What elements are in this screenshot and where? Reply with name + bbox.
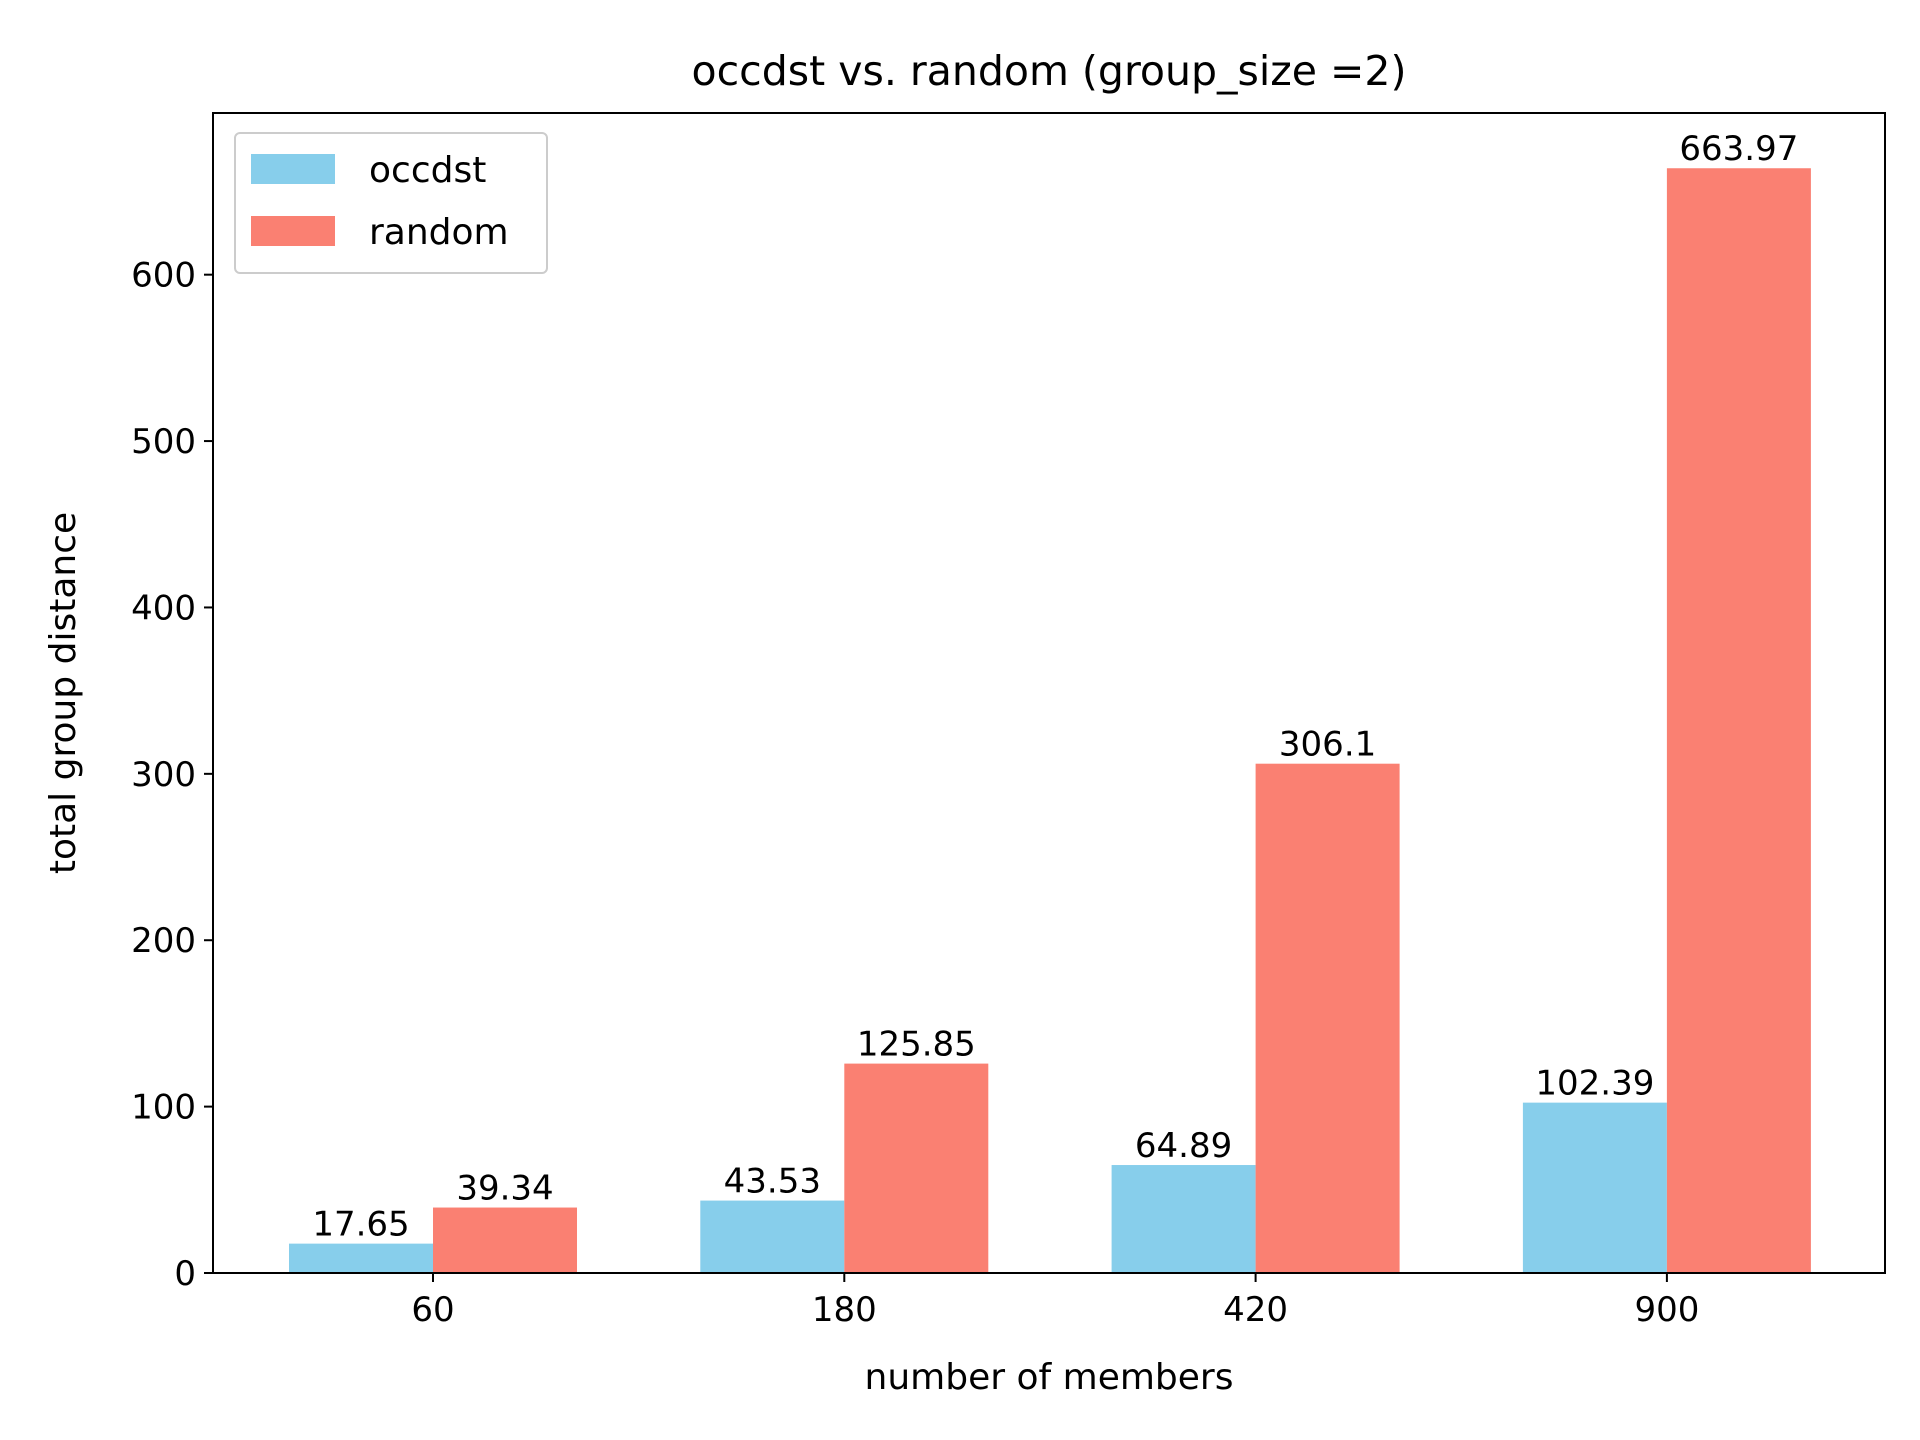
bar-value-label: 102.39 (1535, 1064, 1654, 1104)
x-axis: 60 180 420 900 (411, 1273, 1699, 1330)
y-tick-label: 0 (174, 1254, 196, 1294)
x-tick-label: 420 (1223, 1290, 1288, 1330)
bar-value-label: 306.1 (1279, 725, 1376, 765)
bar-value-label: 663.97 (1679, 129, 1798, 169)
y-tick-label: 300 (131, 755, 196, 795)
x-axis-label: number of members (865, 1357, 1234, 1398)
bar-value-label: 64.89 (1135, 1126, 1232, 1166)
chart-title: occdst vs. random (group_size =2) (692, 47, 1407, 95)
legend-swatch-random (251, 216, 335, 246)
bar-value-label: 39.34 (456, 1169, 553, 1209)
legend: occdst random (234, 132, 548, 274)
bar-value-label: 43.53 (724, 1162, 821, 1202)
x-tick-label: 60 (411, 1290, 454, 1330)
x-tick-label: 180 (812, 1290, 877, 1330)
x-tick-label: 900 (1634, 1290, 1699, 1330)
bar-occdst-180 (700, 1200, 845, 1273)
bar-labels-layer: 17.65 43.53 64.89 102.39 39.34 125.85 306.1 663… (312, 129, 1798, 1244)
y-tick-label: 100 (131, 1088, 196, 1128)
bar-random-900 (1666, 168, 1811, 1273)
y-tick-label: 600 (131, 256, 196, 296)
y-tick-label: 400 (131, 588, 196, 628)
bar-value-label: 125.85 (857, 1025, 976, 1065)
y-tick-label: 500 (131, 422, 196, 462)
bar-occdst-420 (1111, 1165, 1256, 1273)
y-axis: 0 100 200 300 400 500 600 (131, 256, 213, 1294)
plot-frame (212, 112, 1886, 1274)
legend-label-occdst: occdst (369, 150, 486, 191)
bar-occdst-900 (1522, 1102, 1667, 1273)
y-axis-label: total group distance (43, 512, 84, 874)
bar-random-60 (433, 1207, 577, 1273)
legend-label-random: random (369, 212, 509, 253)
legend-swatch-occdst (251, 154, 335, 184)
bar-random-420 (1255, 763, 1400, 1273)
bar-random-180 (844, 1063, 989, 1273)
bar-occdst-60 (289, 1243, 433, 1273)
bar-value-label: 17.65 (312, 1205, 409, 1245)
bars-layer (289, 168, 1811, 1273)
y-tick-label: 200 (131, 921, 196, 961)
